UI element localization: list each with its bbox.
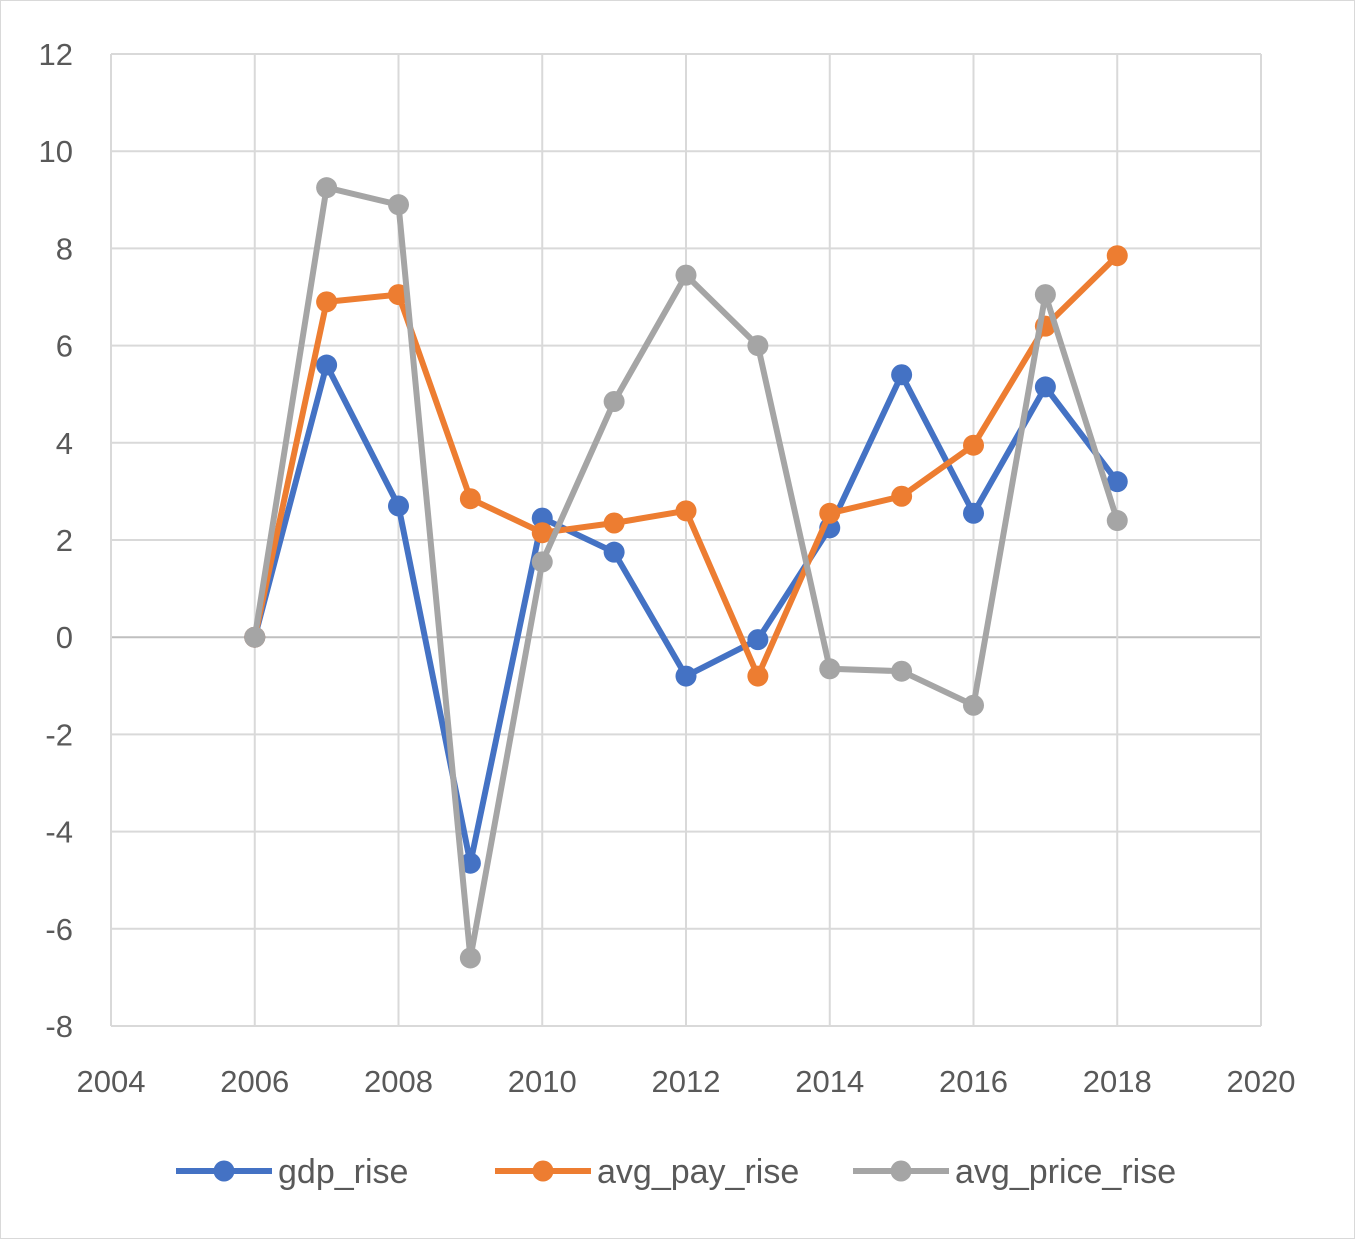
y-tick-label: -2 (45, 717, 73, 752)
legend-marker (532, 1160, 554, 1182)
data-point[interactable] (531, 551, 553, 573)
y-axis-ticks: -8 -6 -4 -2 0 2 4 6 8 10 12 (39, 37, 73, 1044)
data-point[interactable] (459, 947, 481, 969)
y-tick-label: 6 (56, 329, 73, 364)
data-point[interactable] (747, 665, 769, 687)
data-point[interactable] (1034, 284, 1056, 306)
x-axis-ticks: 2004 2006 2008 2010 2012 2014 2016 2018 2020 (77, 1064, 1296, 1099)
data-point[interactable] (747, 335, 769, 357)
data-point[interactable] (675, 665, 697, 687)
data-point[interactable] (316, 177, 338, 199)
data-point[interactable] (316, 354, 338, 376)
data-point[interactable] (1106, 245, 1128, 267)
y-tick-label: 12 (39, 37, 73, 72)
data-point[interactable] (1106, 510, 1128, 532)
data-point[interactable] (891, 660, 913, 682)
y-tick-label: 8 (56, 231, 73, 266)
series-gdp_rise (244, 354, 1128, 874)
grid (110, 53, 1262, 1027)
x-tick-label: 2014 (795, 1064, 864, 1099)
data-point[interactable] (388, 194, 409, 216)
data-point[interactable] (1106, 471, 1128, 493)
y-tick-label: 10 (39, 134, 73, 169)
y-tick-label: 2 (56, 523, 73, 558)
data-point[interactable] (531, 507, 553, 529)
data-point[interactable] (459, 488, 481, 510)
data-point[interactable] (1034, 376, 1056, 398)
y-tick-label: -6 (45, 912, 73, 947)
data-point[interactable] (675, 264, 697, 286)
legend-marker (890, 1160, 912, 1182)
data-point[interactable] (244, 626, 266, 648)
data-point[interactable] (963, 434, 984, 456)
legend-label: avg_pay_rise (597, 1153, 799, 1191)
y-tick-label: -8 (45, 1009, 73, 1044)
x-tick-label: 2016 (939, 1064, 1008, 1099)
data-point[interactable] (603, 512, 625, 534)
y-tick-label: 0 (56, 620, 73, 655)
x-tick-label: 2010 (508, 1064, 577, 1099)
plot-area (244, 177, 1128, 969)
x-tick-label: 2018 (1083, 1064, 1152, 1099)
data-point[interactable] (459, 852, 481, 874)
series-avg_price_rise (244, 177, 1128, 969)
legend[interactable]: gdp_rise avg_pay_rise avg_price_rise (176, 1153, 1176, 1191)
legend-label: gdp_rise (278, 1153, 408, 1191)
legend-marker (213, 1160, 235, 1182)
data-point[interactable] (891, 485, 913, 507)
x-tick-label: 2012 (652, 1064, 721, 1099)
x-tick-label: 2020 (1227, 1064, 1296, 1099)
legend-item-avg_pay_rise[interactable]: avg_pay_rise (495, 1153, 799, 1191)
x-tick-label: 2004 (77, 1064, 146, 1099)
data-point[interactable] (747, 629, 769, 651)
data-point[interactable] (531, 522, 553, 544)
x-tick-label: 2008 (364, 1064, 433, 1099)
data-point[interactable] (963, 502, 984, 524)
legend-item-avg_price_rise[interactable]: avg_price_rise (853, 1153, 1176, 1191)
legend-label: avg_price_rise (955, 1153, 1176, 1191)
y-tick-label: -4 (45, 815, 73, 850)
data-point[interactable] (316, 291, 338, 313)
data-point[interactable] (891, 364, 913, 386)
data-point[interactable] (675, 500, 697, 522)
x-tick-label: 2006 (220, 1064, 289, 1099)
data-point[interactable] (819, 658, 841, 680)
legend-item-gdp_rise[interactable]: gdp_rise (176, 1153, 408, 1191)
y-tick-label: 4 (56, 426, 73, 461)
data-point[interactable] (603, 541, 625, 563)
data-point[interactable] (819, 502, 841, 524)
data-point[interactable] (603, 390, 625, 412)
data-point[interactable] (963, 694, 984, 716)
data-point[interactable] (388, 495, 409, 517)
